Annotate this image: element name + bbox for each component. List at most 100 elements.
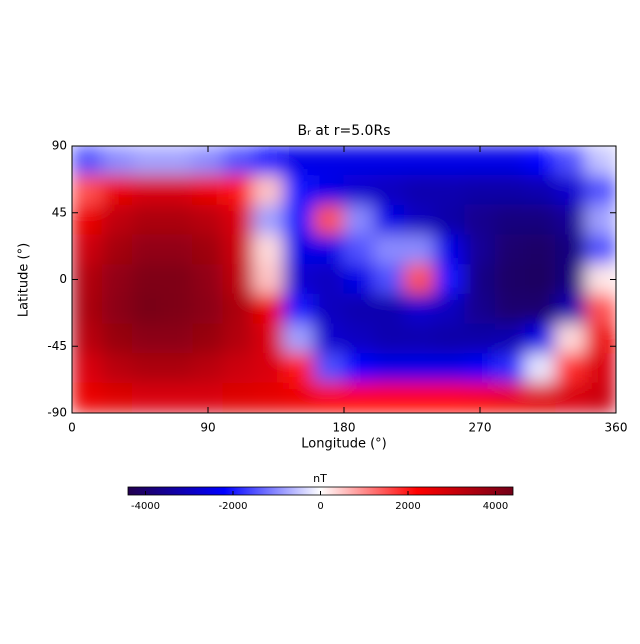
cell <box>373 234 405 266</box>
cell <box>494 264 526 295</box>
cell <box>313 146 345 177</box>
cell <box>252 204 285 236</box>
cell <box>524 323 557 355</box>
x-tick-label: 270 <box>469 421 492 435</box>
cell <box>343 204 375 236</box>
cell <box>101 175 133 206</box>
cell <box>373 264 405 295</box>
cell <box>313 204 345 236</box>
cell <box>434 323 466 355</box>
cell <box>343 353 375 384</box>
cell <box>222 146 254 177</box>
cell <box>313 293 345 325</box>
cell <box>313 234 345 266</box>
cell <box>192 234 224 266</box>
cell <box>101 204 133 236</box>
x-axis-label: Longitude (°) <box>301 437 386 452</box>
cell <box>403 353 436 384</box>
cell <box>464 204 496 236</box>
cell <box>313 175 345 206</box>
cell <box>252 264 285 295</box>
x-tick-label: 90 <box>200 421 215 435</box>
cell <box>343 175 375 206</box>
cell <box>162 382 194 413</box>
cell <box>162 175 194 206</box>
cell <box>72 353 103 384</box>
cell <box>222 382 254 413</box>
cell <box>555 382 587 413</box>
cell <box>101 382 133 413</box>
cell <box>222 293 254 325</box>
cell <box>131 175 164 206</box>
cell <box>252 146 285 177</box>
cell <box>373 382 405 413</box>
cell <box>222 234 254 266</box>
cell <box>434 382 466 413</box>
cell <box>524 264 557 295</box>
cell <box>434 293 466 325</box>
cell <box>131 234 164 266</box>
cell <box>343 382 375 413</box>
cell <box>313 382 345 413</box>
cell <box>192 264 224 295</box>
cell <box>373 353 405 384</box>
cell <box>555 323 587 355</box>
cell <box>373 323 405 355</box>
cell <box>101 353 133 384</box>
cell <box>494 204 526 236</box>
cell <box>524 353 557 384</box>
cell <box>192 175 224 206</box>
cell <box>72 146 103 177</box>
cell <box>403 382 436 413</box>
cell <box>464 293 496 325</box>
cell <box>434 264 466 295</box>
cell <box>131 204 164 236</box>
cell <box>72 382 103 413</box>
cell <box>162 204 194 236</box>
cell <box>192 323 224 355</box>
colorbar-tick-label: 4000 <box>483 501 508 512</box>
cell <box>222 204 254 236</box>
cell <box>434 204 466 236</box>
cell <box>585 175 616 206</box>
cell <box>494 382 526 413</box>
cell <box>373 204 405 236</box>
cell <box>403 204 436 236</box>
cell <box>222 353 254 384</box>
cell <box>373 146 405 177</box>
cell <box>555 204 587 236</box>
cell <box>403 323 436 355</box>
cell <box>555 353 587 384</box>
cell <box>494 146 526 177</box>
cell <box>192 204 224 236</box>
cell <box>101 234 133 266</box>
cell <box>555 264 587 295</box>
cell <box>343 146 375 177</box>
cell <box>72 293 103 325</box>
cell <box>524 293 557 325</box>
cell <box>283 323 315 355</box>
cell <box>494 293 526 325</box>
cell <box>283 204 315 236</box>
cell <box>585 146 616 177</box>
cell <box>283 382 315 413</box>
cell <box>524 146 557 177</box>
cell <box>162 234 194 266</box>
cell <box>222 323 254 355</box>
cell <box>343 264 375 295</box>
cell <box>524 175 557 206</box>
cell <box>555 293 587 325</box>
colorbar-tick-label: -2000 <box>218 501 247 512</box>
cell <box>252 234 285 266</box>
y-tick-label: -90 <box>47 406 67 420</box>
cell <box>403 234 436 266</box>
cell <box>494 175 526 206</box>
cell <box>464 264 496 295</box>
cell <box>283 264 315 295</box>
cell <box>72 204 103 236</box>
cell <box>373 175 405 206</box>
cell <box>434 175 466 206</box>
cell <box>101 323 133 355</box>
cell <box>162 293 194 325</box>
cell <box>131 323 164 355</box>
